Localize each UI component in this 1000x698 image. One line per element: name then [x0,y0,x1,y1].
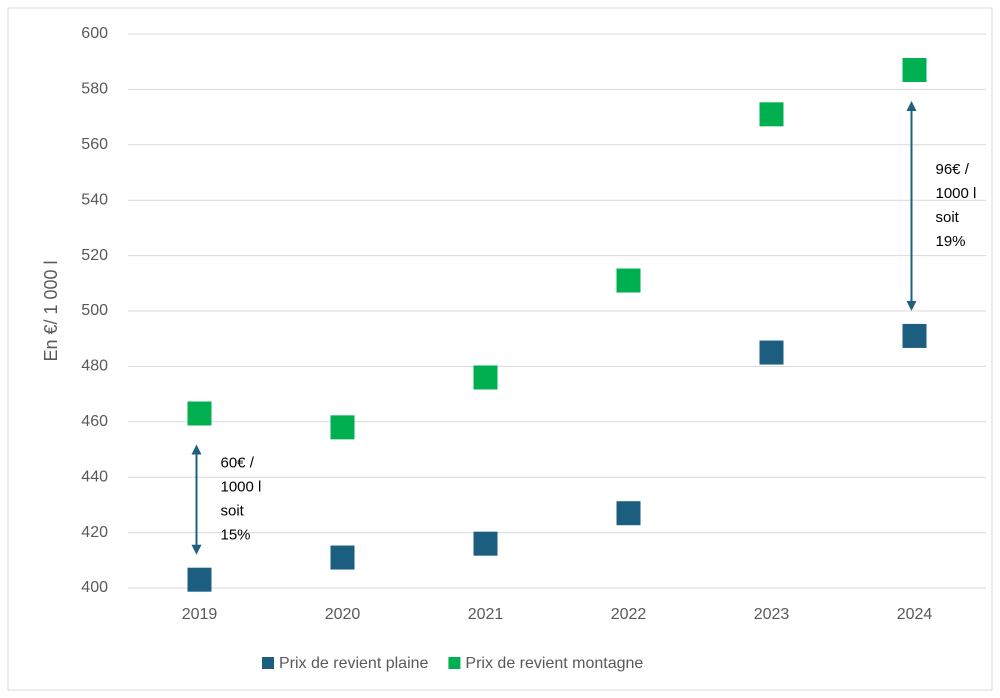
chart-frame [7,7,993,691]
marker [473,365,498,390]
marker [187,567,212,592]
y-tick-label: 580 [81,81,108,98]
y-tick-label: 520 [81,247,108,264]
x-tick-label: 2023 [754,606,790,623]
x-tick-label: 2021 [468,606,504,623]
x-tick-label: 2022 [611,606,647,623]
annotation-text: 96€ / [936,161,970,178]
y-tick-label: 460 [81,413,108,430]
marker [759,102,784,127]
marker [473,531,498,556]
marker [902,58,927,83]
y-tick-label: 500 [81,302,108,319]
y-tick-label: 400 [81,579,108,596]
legend-swatch [262,657,274,669]
y-tick-label: 440 [81,468,108,485]
y-tick-label: 540 [81,191,108,208]
annotation-text: 19% [936,233,966,250]
y-tick-label: 560 [81,136,108,153]
legend-swatch [448,657,461,669]
legend-label: Prix de revient plaine [279,655,429,672]
marker [330,415,355,440]
annotation-text: 1000 l [221,479,262,496]
y-tick-label: 480 [81,358,108,375]
y-axis-label: En €/ 1 000 l [41,260,61,361]
marker [330,545,355,570]
annotation-text: 60€ / [221,455,255,472]
y-tick-label: 600 [81,25,108,42]
x-tick-label: 2020 [325,606,361,623]
annotation-text: 15% [221,527,251,544]
y-tick-label: 420 [81,524,108,541]
marker [187,401,212,426]
marker [902,323,927,348]
marker [616,268,641,293]
marker [759,340,784,365]
x-tick-label: 2024 [897,606,933,623]
marker [616,501,641,526]
annotation-text: 1000 l [936,185,977,202]
x-tick-label: 2019 [182,606,218,623]
annotation-text: soit [221,503,245,520]
legend-label: Prix de revient montagne [465,655,643,672]
annotation-text: soit [936,209,960,226]
